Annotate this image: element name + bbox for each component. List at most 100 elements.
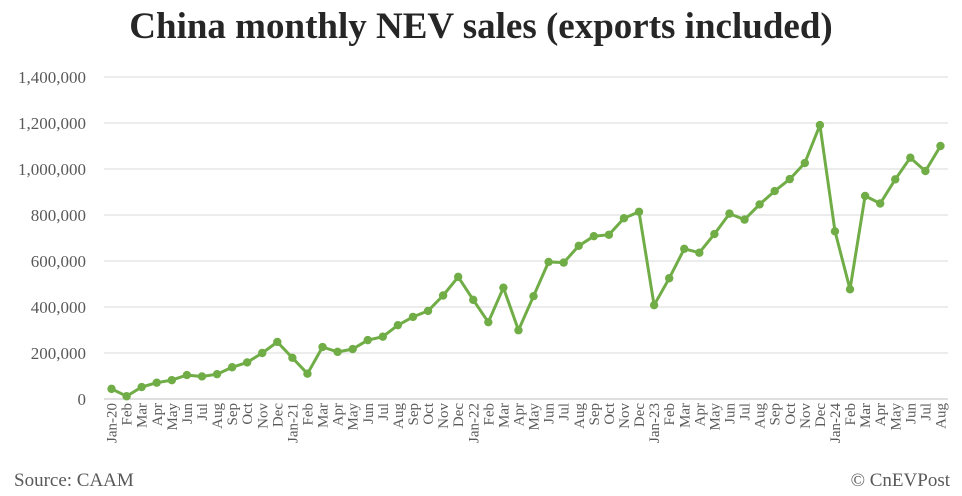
data-point	[122, 392, 131, 401]
data-point	[800, 158, 810, 168]
data-point	[348, 344, 357, 354]
x-tick-label: Sep	[768, 403, 784, 426]
source-note: Source: CAAM	[14, 470, 134, 491]
x-tick-label: Nov	[255, 403, 271, 429]
x-tick-label: May	[888, 403, 904, 431]
data-point	[408, 312, 418, 322]
data-point	[649, 300, 659, 310]
data-point	[860, 191, 870, 201]
x-tick-label: Apr	[150, 403, 166, 426]
x-tick-label: May	[165, 403, 181, 431]
x-tick-label: Oct	[602, 402, 618, 424]
x-tick-label: Jun	[180, 403, 196, 424]
x-tick-label: Jan-24	[828, 403, 844, 443]
x-axis-tick-labels: Jan-20 Feb Mar Apr May Jun Jul Aug Sep Oct Nov Dec J…	[105, 402, 950, 443]
data-point	[559, 258, 568, 267]
data-point	[604, 230, 614, 239]
data-point	[453, 272, 463, 282]
x-tick-label: Apr	[692, 403, 708, 426]
x-tick-label: Jul	[195, 403, 211, 421]
data-point	[725, 209, 734, 218]
data-point	[182, 370, 192, 380]
x-tick-label: Jul	[738, 403, 754, 421]
x-tick-label: Dec	[451, 403, 467, 427]
data-point	[589, 231, 599, 241]
data-point	[740, 215, 749, 224]
x-tick-label: Feb	[843, 403, 859, 426]
y-tick-label: 1,400,000	[18, 68, 86, 87]
x-tick-label: Sep	[406, 403, 422, 426]
x-tick-label: Jun	[361, 403, 377, 424]
y-tick-label: 400,000	[31, 298, 86, 317]
data-point	[197, 372, 207, 381]
data-point	[303, 369, 312, 378]
data-point	[830, 227, 840, 236]
data-point	[544, 257, 553, 267]
y-axis-tick-labels: 0 200,000 400,000 600,000 800,000 1,000,000 1,…	[18, 68, 86, 409]
x-tick-label: Jun	[722, 403, 738, 424]
data-point	[906, 153, 915, 162]
data-point	[785, 174, 794, 184]
x-tick-label: Mar	[316, 403, 332, 428]
data-point	[921, 166, 930, 176]
y-tick-label: 600,000	[31, 252, 86, 271]
data-point	[288, 353, 297, 363]
x-tick-label: Jun	[542, 403, 558, 424]
data-point	[363, 335, 372, 345]
x-tick-label: Mar	[677, 403, 693, 428]
x-tick-label: Dec	[813, 403, 829, 427]
x-tick-label: Dec	[632, 403, 648, 427]
x-tick-label: Jan-22	[466, 403, 482, 443]
y-tick-label: 1,200,000	[18, 114, 86, 133]
data-point	[680, 244, 689, 254]
x-tick-label: Feb	[120, 403, 136, 426]
data-point	[469, 295, 478, 305]
x-tick-label: Feb	[662, 403, 678, 426]
x-tick-label: Aug	[391, 403, 407, 429]
x-tick-label: Oct	[783, 402, 799, 424]
credit-note: © CnEVPost	[850, 470, 950, 491]
y-tick-label: 0	[78, 390, 87, 409]
data-point	[423, 306, 433, 316]
x-tick-label: Aug	[933, 403, 949, 429]
x-tick-label: Sep	[225, 403, 241, 426]
data-point	[152, 378, 161, 387]
data-point	[815, 120, 825, 130]
y-tick-label: 800,000	[31, 206, 86, 225]
data-point	[242, 358, 252, 367]
data-point	[484, 317, 493, 327]
x-tick-label: Feb	[481, 403, 497, 426]
x-tick-label: Nov	[617, 403, 633, 429]
x-tick-label: Jul	[557, 403, 573, 421]
data-point	[333, 347, 342, 357]
x-tick-label: Mar	[858, 403, 874, 428]
data-point	[695, 248, 704, 257]
x-tick-label: Feb	[300, 403, 316, 426]
x-tick-label: Nov	[436, 403, 452, 429]
data-point	[499, 283, 508, 292]
data-points	[107, 120, 945, 401]
x-tick-label: Dec	[270, 403, 286, 427]
x-tick-label: Mar	[496, 403, 512, 428]
gridlines	[104, 76, 948, 354]
x-tick-label: Mar	[135, 403, 151, 428]
data-point	[529, 291, 538, 301]
x-tick-label: May	[707, 403, 723, 431]
x-tick-label: Apr	[331, 403, 347, 426]
x-tick-label: May	[346, 403, 362, 431]
x-tick-label: Oct	[240, 402, 256, 424]
data-point	[574, 241, 583, 251]
data-point	[514, 326, 523, 335]
data-point	[936, 141, 945, 151]
data-point	[845, 285, 855, 294]
x-tick-label: Jan-23	[647, 403, 663, 443]
data-point	[634, 207, 644, 216]
data-point	[755, 200, 764, 209]
chart-title: China monthly NEV sales (exports include…	[129, 6, 833, 47]
data-point	[378, 332, 388, 341]
x-tick-label: May	[527, 403, 543, 431]
x-tick-label: Jul	[376, 403, 392, 421]
x-tick-label: Jun	[903, 403, 919, 424]
x-tick-label: Apr	[511, 403, 527, 426]
